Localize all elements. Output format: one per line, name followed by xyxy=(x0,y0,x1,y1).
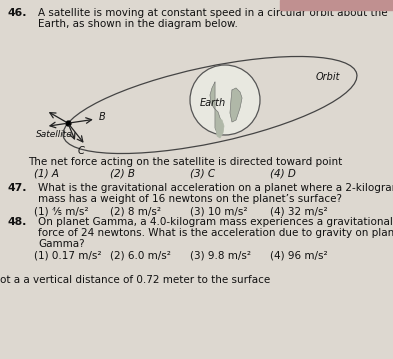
Text: (2) 6.0 m/s²: (2) 6.0 m/s² xyxy=(110,250,171,260)
Polygon shape xyxy=(216,118,224,138)
Polygon shape xyxy=(210,82,222,135)
Text: (1) ⅘ m/s²: (1) ⅘ m/s² xyxy=(34,206,88,216)
Text: (2) 8 m/s²: (2) 8 m/s² xyxy=(110,206,161,216)
Text: The net force acting on the satellite is directed toward point: The net force acting on the satellite is… xyxy=(28,157,342,167)
Text: Earth, as shown in the diagram below.: Earth, as shown in the diagram below. xyxy=(38,19,238,29)
Text: force of 24 newtons. What is the acceleration due to gravity on planet: force of 24 newtons. What is the acceler… xyxy=(38,228,393,238)
Text: mass has a weight of 16 newtons on the planet’s surface?: mass has a weight of 16 newtons on the p… xyxy=(38,194,342,204)
Text: (3) 10 m/s²: (3) 10 m/s² xyxy=(190,206,248,216)
Text: 48.: 48. xyxy=(8,217,28,227)
Text: C: C xyxy=(78,146,85,156)
Text: (2) B: (2) B xyxy=(110,168,135,178)
Circle shape xyxy=(190,65,260,135)
Text: On planet Gamma, a 4.0-kilogram mass experiences a gravitational: On planet Gamma, a 4.0-kilogram mass exp… xyxy=(38,217,393,227)
Text: 46.: 46. xyxy=(8,8,28,18)
Text: (1) 0.17 m/s²: (1) 0.17 m/s² xyxy=(34,250,101,260)
Polygon shape xyxy=(230,88,242,122)
Text: What is the gravitational acceleration on a planet where a 2-kilogram: What is the gravitational acceleration o… xyxy=(38,183,393,193)
Text: (1) A: (1) A xyxy=(34,168,59,178)
Text: Orbit: Orbit xyxy=(316,72,340,82)
Text: (3) C: (3) C xyxy=(190,168,215,178)
Text: Gamma?: Gamma? xyxy=(38,239,84,249)
Text: (4) 32 m/s²: (4) 32 m/s² xyxy=(270,206,328,216)
Text: 47.: 47. xyxy=(8,183,28,193)
Text: Satellite: Satellite xyxy=(36,130,73,139)
Bar xyxy=(280,0,393,10)
Text: ot a a vertical distance of 0.72 meter to the surface: ot a a vertical distance of 0.72 meter t… xyxy=(0,275,270,285)
Text: Earth: Earth xyxy=(200,98,226,108)
Text: (4) D: (4) D xyxy=(270,168,296,178)
Text: (4) 96 m/s²: (4) 96 m/s² xyxy=(270,250,328,260)
Text: (3) 9.8 m/s²: (3) 9.8 m/s² xyxy=(190,250,251,260)
Text: A satellite is moving at constant speed in a circular orbit about the: A satellite is moving at constant speed … xyxy=(38,8,387,18)
Text: B: B xyxy=(99,112,105,122)
